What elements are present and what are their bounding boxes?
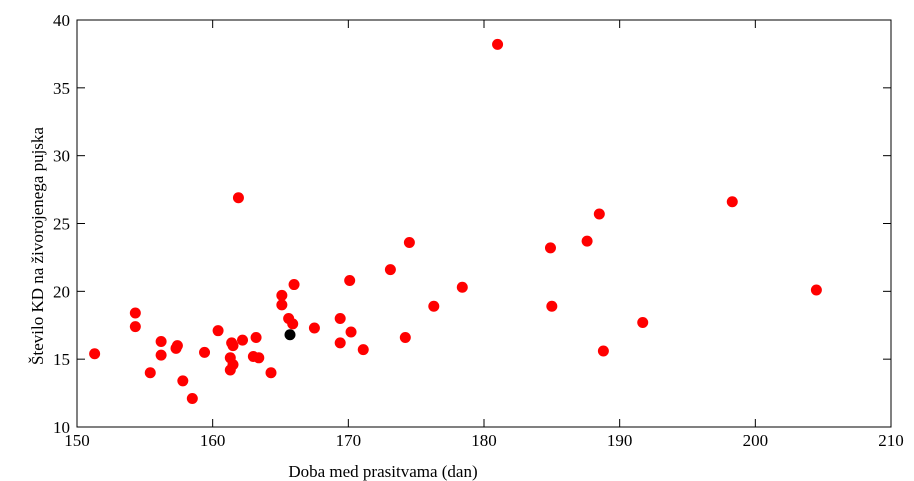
data-point — [287, 318, 299, 330]
data-point — [357, 344, 369, 356]
data-point — [129, 321, 141, 333]
data-point — [726, 196, 738, 208]
y-tick-label: 30 — [53, 147, 70, 166]
data-point — [810, 284, 822, 296]
plot-border — [76, 19, 892, 428]
y-tick-label: 20 — [53, 282, 70, 301]
y-tick-label: 15 — [53, 350, 70, 369]
x-tick-label: 210 — [878, 431, 904, 450]
y-axis-ticks: 10 15 20 25 30 35 40 — [53, 11, 891, 437]
data-points — [89, 38, 822, 405]
data-point — [428, 300, 440, 312]
data-point — [144, 367, 156, 379]
x-tick-label: 150 — [64, 431, 90, 450]
data-point — [250, 331, 262, 343]
data-point — [288, 279, 300, 291]
data-point — [129, 307, 141, 319]
data-point — [212, 325, 224, 337]
data-point — [384, 264, 396, 276]
data-point — [237, 334, 249, 346]
data-point — [344, 274, 356, 286]
data-point — [177, 375, 189, 387]
x-tick-label: 160 — [200, 431, 226, 450]
x-tick-label: 170 — [336, 431, 362, 450]
data-point — [227, 340, 239, 352]
data-point — [399, 331, 411, 343]
highlighted-data-point — [284, 329, 296, 341]
y-tick-label: 35 — [53, 79, 70, 98]
y-tick-label: 10 — [53, 418, 70, 437]
data-point — [403, 236, 415, 248]
data-point — [597, 345, 609, 357]
data-point — [276, 299, 288, 311]
y-tick-label: 25 — [53, 215, 70, 234]
data-point — [593, 208, 605, 220]
data-point — [334, 312, 346, 324]
x-axis-ticks: 150 160 170 180 190 200 210 — [64, 20, 904, 450]
data-point — [456, 281, 468, 293]
data-point — [89, 348, 101, 360]
data-point — [155, 349, 167, 361]
x-axis-label: Doba med prasitvama (dan) — [288, 462, 477, 481]
data-point — [546, 300, 558, 312]
data-point — [637, 317, 649, 329]
y-tick-label: 40 — [53, 11, 70, 30]
data-point — [155, 336, 167, 348]
data-point — [581, 235, 593, 247]
data-point — [186, 393, 198, 405]
plot-frame — [76, 19, 892, 428]
x-tick-label: 180 — [471, 431, 497, 450]
data-point — [544, 242, 556, 254]
data-point — [345, 326, 357, 338]
data-point — [232, 192, 244, 204]
data-point — [334, 337, 346, 349]
data-point — [253, 352, 265, 364]
y-axis-label: Število KD na živorojenega pujska — [28, 127, 47, 365]
x-tick-label: 190 — [607, 431, 633, 450]
data-point — [265, 367, 277, 379]
data-point — [308, 322, 320, 334]
data-point — [276, 289, 288, 301]
data-point — [199, 346, 211, 358]
data-point — [227, 359, 239, 371]
x-tick-label: 200 — [743, 431, 769, 450]
data-point — [492, 38, 504, 50]
data-point — [171, 340, 183, 352]
